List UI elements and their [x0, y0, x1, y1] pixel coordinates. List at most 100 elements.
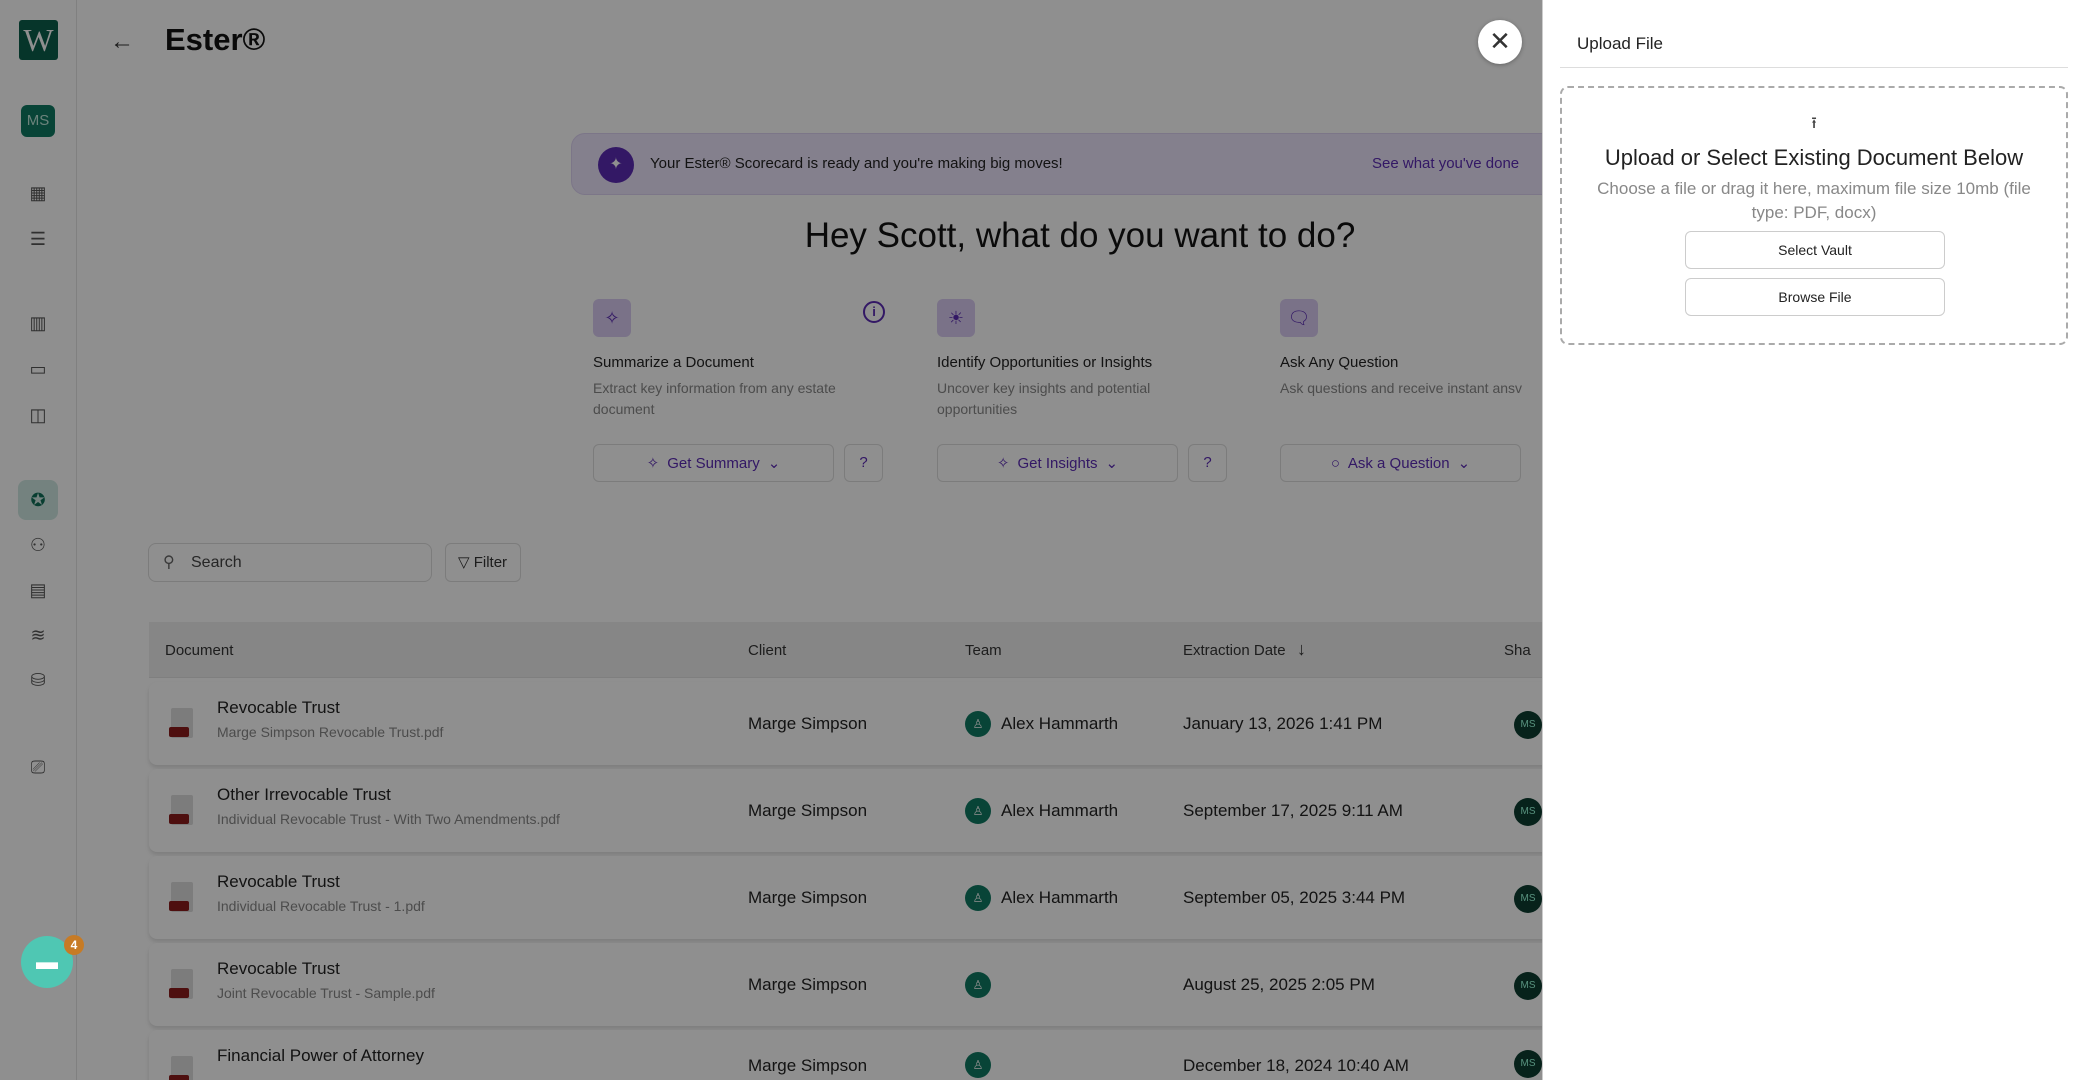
folder-icon[interactable]: ▭ — [29, 358, 47, 379]
team: Alex Hammarth — [1001, 801, 1119, 820]
doc-file: Individual Revocable Trust - 1.pdf — [217, 898, 425, 914]
doc-name: Financial Power of Attorney — [217, 1046, 424, 1065]
doc-file: Individual Revocable Trust - With Two Am… — [217, 811, 560, 827]
doc-name: Other Irrevocable Trust — [217, 785, 391, 804]
divider — [1560, 67, 2068, 68]
close-icon[interactable]: ✕ — [1478, 20, 1522, 64]
shared-avatar: MS — [1514, 1050, 1542, 1078]
card-title: Ask Any Question — [1280, 354, 1399, 371]
page-title: Ester® — [165, 22, 266, 57]
client: Marge Simpson — [748, 801, 868, 820]
panel-title: Upload File — [1577, 34, 1663, 53]
table-row[interactable]: Financial Power of Attorney Marge Simpso… — [149, 1030, 1542, 1080]
doc-name: Revocable Trust — [217, 872, 340, 891]
header-extraction-date[interactable]: Extraction Date — [1183, 642, 1286, 659]
table-row[interactable]: Revocable Trust Marge Simpson Revocable … — [149, 682, 1542, 765]
table-row[interactable]: Other Irrevocable Trust Individual Revoc… — [149, 769, 1542, 852]
get-summary-button[interactable]: ✧ Get Summary ⌄ — [593, 444, 834, 482]
header-shared[interactable]: Sha — [1504, 642, 1531, 659]
pdf-file-icon — [169, 708, 193, 738]
upload-panel: Upload File ⭱ Upload or Select Existing … — [1542, 0, 2084, 1080]
team-avatar-icon: ♙ — [965, 885, 991, 911]
table-row[interactable]: Revocable Trust Joint Revocable Trust - … — [149, 943, 1542, 1026]
get-insights-button[interactable]: ✧ Get Insights ⌄ — [937, 444, 1178, 482]
shared-avatar: MS — [1514, 972, 1542, 1000]
calculator-icon[interactable]: ▤ — [29, 579, 47, 600]
presentation-icon[interactable]: ⎚ — [30, 756, 46, 777]
button-label: Ask a Question — [1347, 454, 1450, 472]
people-icon[interactable]: ⚇ — [29, 534, 47, 555]
filter-icon: ▽ — [458, 554, 470, 571]
chat-badge: 4 — [64, 935, 84, 955]
info-icon[interactable]: i — [863, 301, 885, 323]
shared-avatar: MS — [1514, 711, 1542, 739]
card-desc: Extract key information from any estate … — [593, 380, 836, 417]
header-document[interactable]: Document — [165, 642, 234, 659]
filter-button[interactable]: ▽ Filter — [445, 543, 521, 582]
greeting: Hey Scott, what do you want to do? — [804, 216, 1356, 255]
team: Alex Hammarth — [1001, 888, 1119, 907]
browse-file-button[interactable]: Browse File — [1685, 278, 1945, 316]
sort-down-icon[interactable]: ↓ — [1297, 639, 1306, 659]
dropzone-desc: Choose a file or drag it here, maximum f… — [1597, 179, 2031, 222]
extraction-date: September 05, 2025 3:44 PM — [1183, 888, 1406, 907]
sidebar: W MS ▦ ☰ ▥ ▭ ◫ ✪ ⚇ ▤ ≋ ⛁ ⎚ — [0, 0, 77, 1080]
card-title: Summarize a Document — [593, 354, 754, 371]
user-avatar[interactable]: MS — [21, 105, 55, 137]
scorecard-banner: ✦ Your Ester® Scorecard is ready and you… — [571, 133, 1542, 195]
client: Marge Simpson — [748, 888, 868, 907]
ester-icon[interactable]: ✪ — [18, 480, 58, 520]
shared-avatar: MS — [1514, 885, 1542, 913]
team-avatar-icon: ♙ — [965, 798, 991, 824]
team-avatar-icon: ♙ — [965, 1052, 991, 1078]
client: Marge Simpson — [748, 714, 868, 733]
pdf-file-icon — [169, 1056, 193, 1080]
file-dropzone[interactable]: ⭱ Upload or Select Existing Document Bel… — [1560, 86, 2068, 345]
doc-name: Revocable Trust — [217, 959, 340, 978]
layers-icon[interactable]: ≋ — [30, 624, 46, 645]
main-app-dimmed: W MS ▦ ☰ ▥ ▭ ◫ ✪ ⚇ ▤ ≋ ⛁ ⎚ ← Ester® ✦ Yo… — [0, 0, 1542, 1080]
sparkle-icon: ✧ — [996, 455, 1010, 472]
card-desc: Ask questions and receive instant ansv — [1280, 380, 1523, 396]
pdf-file-icon — [169, 795, 193, 825]
doc-name: Revocable Trust — [217, 698, 340, 717]
help-button[interactable]: ? — [1188, 444, 1227, 482]
grid-icon[interactable]: ▦ — [29, 182, 47, 203]
layout-icon[interactable]: ◫ — [29, 404, 47, 425]
header-team[interactable]: Team — [965, 642, 1002, 659]
shared-avatar: MS — [1514, 798, 1542, 826]
chat-bubbles-icon: 🗨 — [1280, 299, 1318, 337]
search-input[interactable]: ⚲ Search — [148, 543, 432, 582]
building-icon[interactable]: ▥ — [29, 312, 47, 333]
team-avatar-icon: ♙ — [965, 711, 991, 737]
pdf-file-icon — [169, 969, 193, 999]
header-client[interactable]: Client — [748, 642, 787, 659]
client: Marge Simpson — [748, 975, 868, 994]
banner-text: Your Ester® Scorecard is ready and you'r… — [650, 155, 1063, 172]
logo[interactable]: W — [19, 20, 58, 60]
database-icon[interactable]: ⛁ — [30, 669, 46, 690]
sparkle-icon: ✧ — [593, 299, 631, 337]
extraction-date: January 13, 2026 1:41 PM — [1183, 714, 1383, 733]
team-avatar-icon: ♙ — [965, 972, 991, 998]
see-what-youve-done-link[interactable]: See what you've done — [1372, 155, 1520, 172]
chevron-down-icon: ⌄ — [1105, 455, 1119, 472]
ask-question-button[interactable]: ○ Ask a Question ⌄ — [1280, 444, 1521, 482]
filter-label: Filter — [473, 554, 508, 571]
pdf-file-icon — [169, 882, 193, 912]
table-row[interactable]: Revocable Trust Individual Revocable Tru… — [149, 856, 1542, 939]
team: Alex Hammarth — [1001, 714, 1119, 733]
dropzone-heading: Upload or Select Existing Document Below — [1604, 145, 2024, 170]
select-vault-button[interactable]: Select Vault — [1685, 231, 1945, 269]
back-arrow-icon[interactable]: ← — [110, 28, 134, 55]
extraction-date: September 17, 2025 9:11 AM — [1183, 801, 1403, 820]
card-summarize: ✧ i Summarize a Document Extract key inf… — [593, 299, 913, 499]
chevron-down-icon: ⌄ — [1457, 455, 1471, 472]
checklist-icon[interactable]: ☰ — [29, 228, 47, 249]
card-desc: Uncover key insights and potential oppor… — [937, 380, 1151, 417]
table-header: Document Client Team Extraction Date ↓ S… — [149, 622, 1542, 678]
search-icon: ⚲ — [163, 554, 175, 571]
card-ask: 🗨 Ask Any Question Ask questions and rec… — [1280, 299, 1540, 499]
help-button[interactable]: ? — [844, 444, 883, 482]
doc-file: Joint Revocable Trust - Sample.pdf — [217, 985, 435, 1001]
